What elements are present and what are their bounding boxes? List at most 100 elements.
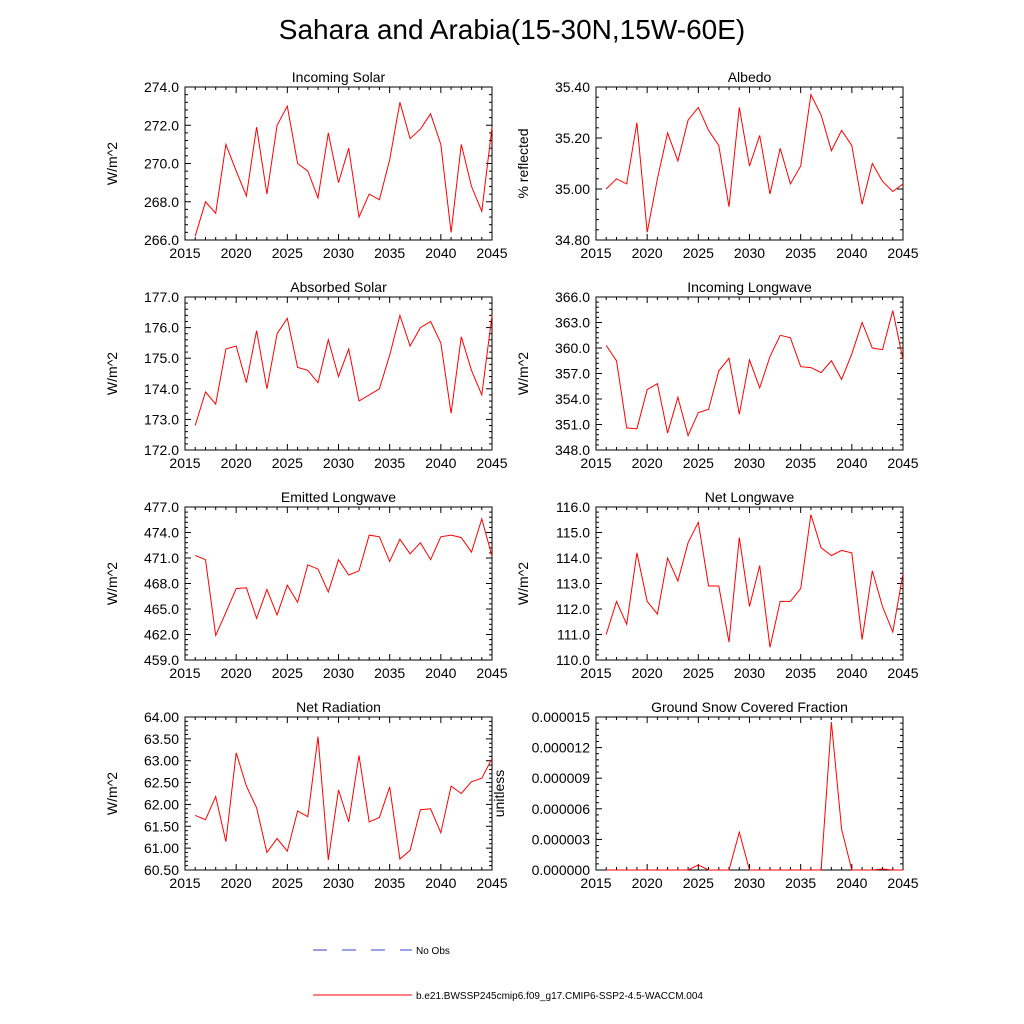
x-tick-label: 2035 (785, 455, 816, 471)
y-tick-label: 173.0 (144, 411, 179, 427)
x-tick-label: 2045 (887, 455, 918, 471)
x-tick-label: 2025 (683, 245, 714, 261)
y-tick-label: 0.000009 (532, 770, 591, 786)
panel-emitted-longwave: 2015 2020 2025 2030 2035 2040 2045 459.0 462.0 46… (104, 489, 508, 681)
x-tick-label: 2045 (476, 665, 507, 681)
x-tick-label: 2030 (734, 665, 765, 681)
y-tick-label: 0.000000 (532, 862, 591, 878)
y-tick-label: 61.50 (144, 818, 179, 834)
y-tick-label: 35.00 (555, 181, 590, 197)
plot-frame (184, 86, 493, 241)
x-tick-label: 2025 (272, 245, 303, 261)
y-tick-label: 468.0 (144, 576, 179, 592)
x-tick-label: 2015 (169, 665, 200, 681)
x-tick-label: 2020 (632, 245, 663, 261)
y-axis-label: unitless (491, 770, 507, 817)
plot-frame (595, 296, 904, 451)
y-tick-label: 357.0 (555, 366, 590, 382)
x-tick-label: 2040 (425, 665, 456, 681)
x-tick-label: 2035 (374, 455, 405, 471)
y-tick-label: 110.0 (556, 652, 590, 668)
y-tick-label: 177.0 (144, 289, 179, 305)
x-tick-label: 2030 (734, 245, 765, 261)
panel-albedo: 2015 2020 2025 2030 2035 2040 2045 34.80 35.00 35… (515, 69, 919, 261)
x-tick-label: 2030 (323, 245, 354, 261)
y-tick-label: 112.0 (556, 601, 590, 617)
y-tick-label: 354.0 (555, 391, 590, 407)
x-tick-label: 2015 (169, 875, 200, 891)
y-tick-label: 64.00 (144, 709, 179, 725)
x-tick-label: 2035 (374, 875, 405, 891)
y-tick-label: 274.0 (144, 79, 179, 95)
y-tick-label: 63.50 (144, 731, 179, 747)
y-tick-label: 114.0 (556, 550, 590, 566)
panel-net-longwave: 2015 2020 2025 2030 2035 2040 2045 110.0 111.0 11… (515, 489, 919, 681)
y-tick-label: 115.0 (556, 525, 590, 541)
x-tick-label: 2025 (272, 665, 303, 681)
y-axis-label: W/m^2 (104, 772, 120, 815)
x-tick-label: 2015 (169, 455, 200, 471)
panel-incoming-solar: 2015 2020 2025 2030 2035 2040 2045 266.0 268.0 27… (104, 69, 508, 261)
plot-frame (184, 506, 493, 661)
y-tick-label: 62.00 (144, 796, 179, 812)
y-tick-label: 0.000003 (532, 831, 591, 847)
y-tick-label: 174.0 (144, 381, 179, 397)
y-tick-label: 462.0 (144, 627, 179, 643)
panel-net-radiation: 2015 2020 2025 2030 2035 2040 2045 60.50 61.00 61… (104, 699, 508, 891)
legend: No Obs b.e21.BWSSP245cmip6.f09_g17.CMIP6-… (313, 946, 703, 1002)
x-tick-label: 2030 (734, 455, 765, 471)
y-tick-label: 63.00 (144, 753, 179, 769)
x-tick-label: 2015 (580, 875, 611, 891)
figure-title: Sahara and Arabia(15-30N,15W-60E) (278, 14, 746, 45)
x-tick-label: 2045 (476, 455, 507, 471)
x-tick-label: 2045 (887, 665, 918, 681)
plot-frame (595, 506, 904, 661)
panel-title: Net Radiation (296, 699, 381, 715)
panel-title: Incoming Solar (292, 69, 386, 85)
x-tick-label: 2025 (683, 455, 714, 471)
x-tick-label: 2035 (374, 245, 405, 261)
x-tick-label: 2020 (632, 665, 663, 681)
x-tick-label: 2015 (169, 245, 200, 261)
x-tick-label: 2015 (580, 665, 611, 681)
x-tick-label: 2040 (836, 455, 867, 471)
x-tick-label: 2020 (632, 455, 663, 471)
x-tick-label: 2025 (683, 665, 714, 681)
y-tick-label: 360.0 (555, 340, 590, 356)
y-tick-label: 471.0 (144, 550, 179, 566)
y-tick-label: 366.0 (555, 289, 590, 305)
y-axis-label: W/m^2 (515, 562, 531, 605)
y-tick-label: 351.0 (555, 417, 590, 433)
panel-title: Albedo (728, 69, 772, 85)
y-tick-label: 34.80 (555, 232, 590, 248)
x-tick-label: 2020 (221, 245, 252, 261)
legend-obs-label: No Obs (416, 946, 450, 957)
y-tick-label: 0.000006 (532, 801, 591, 817)
y-tick-label: 176.0 (144, 320, 179, 336)
y-axis-label: W/m^2 (104, 142, 120, 185)
y-tick-label: 61.00 (144, 840, 179, 856)
x-tick-label: 2040 (836, 875, 867, 891)
x-tick-label: 2030 (323, 875, 354, 891)
y-axis-label: W/m^2 (104, 352, 120, 395)
y-tick-label: 474.0 (144, 525, 179, 541)
panel-title: Absorbed Solar (290, 279, 387, 295)
panel-title: Emitted Longwave (281, 489, 396, 505)
x-tick-label: 2045 (887, 875, 918, 891)
x-tick-label: 2045 (476, 245, 507, 261)
series-line (605, 310, 904, 438)
y-tick-label: 172.0 (144, 442, 179, 458)
y-tick-label: 116.0 (556, 499, 590, 515)
x-tick-label: 2035 (785, 875, 816, 891)
x-tick-label: 2045 (476, 875, 507, 891)
y-tick-label: 62.50 (144, 775, 179, 791)
legend-model-label: b.e21.BWSSP245cmip6.f09_g17.CMIP6-SSP2-4… (416, 991, 703, 1002)
y-tick-label: 459.0 (144, 652, 179, 668)
x-tick-label: 2020 (632, 875, 663, 891)
x-tick-label: 2040 (425, 455, 456, 471)
x-tick-label: 2015 (580, 455, 611, 471)
y-tick-label: 113.0 (556, 576, 590, 592)
x-tick-label: 2025 (272, 875, 303, 891)
y-tick-label: 0.000012 (532, 740, 591, 756)
